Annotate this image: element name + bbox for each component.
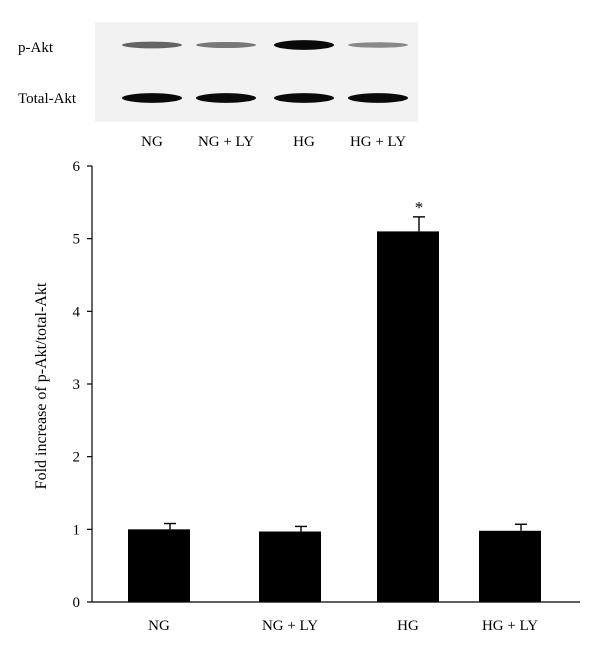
y-tick-label: 6 [73, 159, 81, 175]
lane-label-ng-ly: NG + LY [198, 134, 254, 150]
y-axis-ticks: 0 1 2 3 4 5 6 [73, 159, 92, 611]
band-label-p-akt: p-Akt [18, 40, 54, 56]
blot-background [95, 22, 418, 122]
significance-markers: * [415, 198, 424, 217]
x-axis-labels: NG NG + LY HG HG + LY [148, 618, 538, 634]
bar-ng [128, 529, 190, 602]
blot-band [122, 41, 182, 49]
bar-hg [377, 231, 439, 602]
bars [128, 231, 541, 602]
blot-band [122, 93, 182, 103]
bar-chart: Fold increase of p-Akt/total-Akt 0 1 2 3 4 5 6… [33, 159, 580, 634]
blot-band [274, 40, 334, 50]
blot-bands [122, 40, 408, 103]
blot-band [348, 93, 408, 103]
bar-ng-ly [259, 531, 321, 602]
western-blot-panel: p-Akt Total-Akt NG NG + LY HG HG + LY [18, 22, 418, 150]
error-bars [164, 216, 527, 532]
significance-asterisk: * [415, 198, 424, 217]
blot-band [196, 93, 256, 103]
y-tick-label: 4 [73, 304, 81, 320]
blot-band [196, 41, 256, 49]
lane-label-hg: HG [293, 134, 315, 150]
x-tick-label: HG [397, 618, 419, 634]
x-tick-label: HG + LY [482, 618, 538, 634]
lane-label-ng: NG [141, 134, 163, 150]
blot-band [348, 42, 408, 48]
y-axis-title: Fold increase of p-Akt/total-Akt [33, 282, 50, 489]
blot-band [274, 93, 334, 103]
y-tick-label: 0 [73, 595, 81, 611]
x-tick-label: NG + LY [262, 618, 318, 634]
lane-label-hg-ly: HG + LY [350, 134, 406, 150]
y-tick-label: 5 [73, 232, 81, 248]
x-tick-label: NG [148, 618, 170, 634]
y-tick-label: 3 [73, 377, 81, 393]
bar-hg-ly [479, 530, 541, 602]
band-label-total-akt: Total-Akt [18, 91, 77, 107]
y-tick-label: 1 [73, 522, 81, 538]
y-tick-label: 2 [73, 450, 81, 466]
